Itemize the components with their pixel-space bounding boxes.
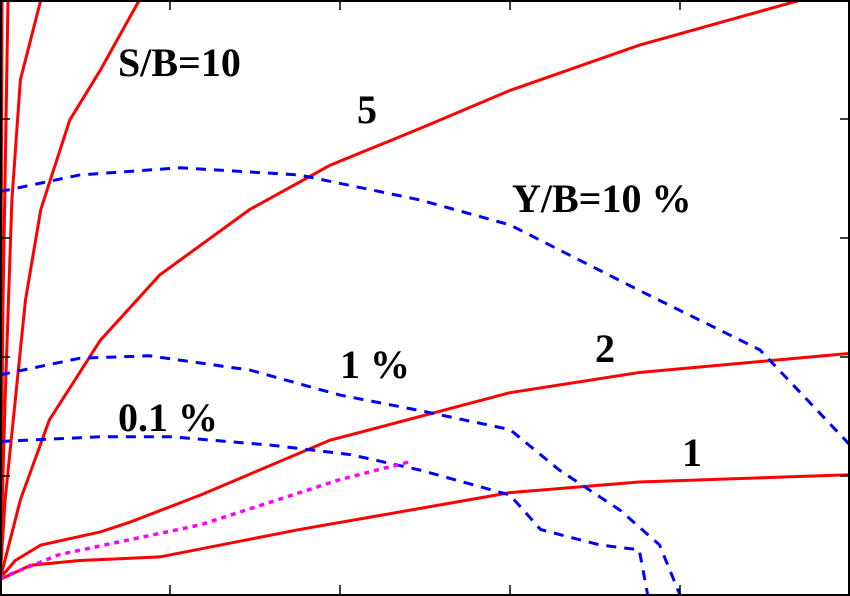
annotation-yb-10: Y/B=10 %: [512, 176, 691, 221]
sb-curve-4: [0, 0, 43, 580]
annotation-sb-5: 5: [357, 87, 377, 132]
annotation-yb-1: 1 %: [340, 342, 410, 387]
annotation-sb-10: S/B=10: [118, 40, 241, 85]
yb-curve-0: [0, 166, 850, 447]
annotation-sb-2: 2: [595, 326, 615, 371]
sb-curve-1: [0, 473, 850, 581]
sb-curve-5: [0, 0, 802, 580]
yb-curve-1: [0, 354, 682, 596]
magenta-dotted-curve: [0, 460, 411, 580]
annotation-yb-0.1: 0.1 %: [118, 395, 218, 440]
yb-curve-2: [0, 435, 650, 596]
sb-curve-S/B=10: [0, 0, 141, 580]
sb-curve-2: [0, 351, 850, 580]
annotation-sb-1: 1: [682, 430, 702, 475]
